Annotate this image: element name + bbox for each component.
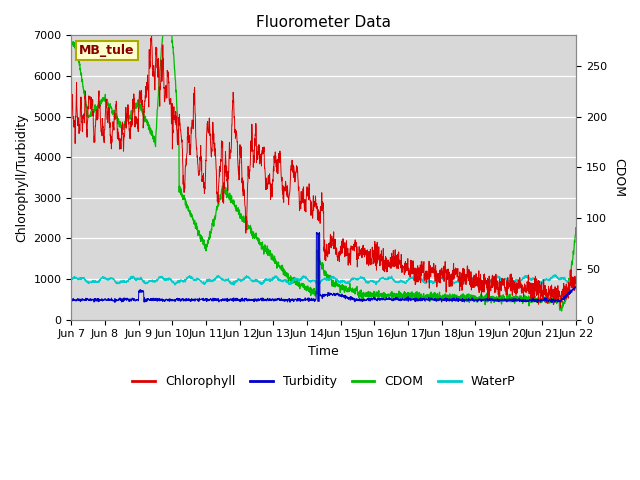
- Text: MB_tule: MB_tule: [79, 44, 134, 57]
- Title: Fluorometer Data: Fluorometer Data: [256, 15, 391, 30]
- Y-axis label: Chlorophyll/Turbidity: Chlorophyll/Turbidity: [15, 113, 28, 242]
- Y-axis label: CDOM: CDOM: [612, 158, 625, 197]
- X-axis label: Time: Time: [308, 345, 339, 358]
- Legend: Chlorophyll, Turbidity, CDOM, WaterP: Chlorophyll, Turbidity, CDOM, WaterP: [127, 370, 520, 393]
